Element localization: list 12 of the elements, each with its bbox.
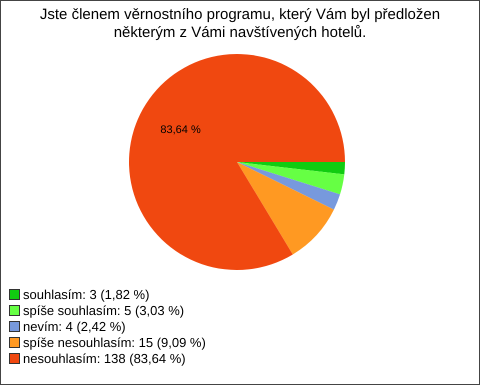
pie-slice xyxy=(129,54,345,270)
pie-slice xyxy=(237,162,345,174)
legend-label: souhlasím: 3 (1,82 %) xyxy=(23,286,150,302)
pie-slice xyxy=(237,162,340,210)
pie-slice xyxy=(237,162,334,254)
data-label: 83,64 % xyxy=(160,124,201,136)
legend-label: spíše nesouhlasím: 15 (9,09 %) xyxy=(23,334,206,350)
pie-slice xyxy=(237,162,344,194)
legend-label: nesouhlasím: 138 (83,64 %) xyxy=(23,350,186,366)
legend-label: nevím: 4 (2,42 %) xyxy=(23,318,126,334)
chart-title: Jste členem věrnostního programu, který Vám byl předložen některým z Vámi navštívených hotelů. xyxy=(38,5,442,42)
legend-label: spíše souhlasím: 5 (3,03 %) xyxy=(23,302,184,318)
